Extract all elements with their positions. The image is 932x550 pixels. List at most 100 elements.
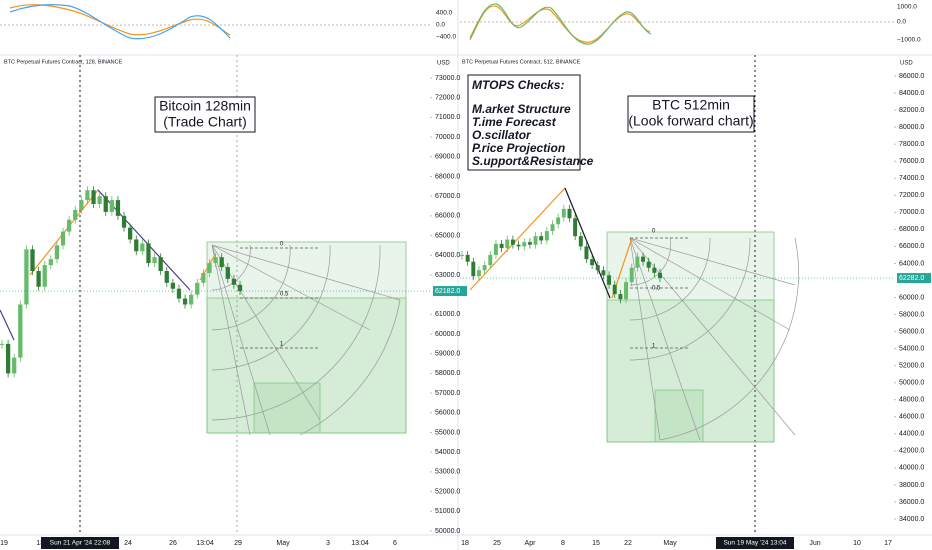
candle [24, 249, 29, 305]
x-tick-label: 3 [326, 540, 330, 547]
candle [460, 254, 464, 256]
candle [465, 254, 470, 262]
candle [140, 243, 145, 252]
y-tick-label: 40000.0 [899, 465, 924, 472]
y-tick-label: 72000.0 [435, 95, 460, 102]
y-tick-label: 60000.0 [899, 294, 924, 301]
candle [134, 239, 139, 252]
candle [103, 196, 108, 212]
candle [170, 282, 176, 289]
candle [550, 224, 555, 232]
candle [219, 257, 224, 268]
y-tick-label: 64000.0 [899, 260, 924, 267]
candle [182, 298, 188, 305]
candle [493, 243, 498, 255]
oscillator-line [9, 4, 231, 40]
y-tick-label: 65000.0 [435, 232, 460, 239]
crosshair-label: Sun 19 May '24 13:04 [723, 540, 786, 547]
checklist-item: O.scillator [472, 128, 532, 142]
fib-box [206, 297, 407, 434]
x-tick-label: 24 [124, 540, 132, 547]
candle [189, 294, 194, 305]
candle [225, 267, 230, 279]
checklist-title: MTOPS Checks: [472, 78, 564, 92]
y-tick-label: 50000.0 [899, 380, 924, 387]
fib-box [654, 389, 704, 443]
candle [544, 231, 549, 241]
annotation-box [154, 96, 256, 133]
candle [652, 267, 657, 273]
y-tick-label: 53000.0 [435, 469, 460, 476]
y-tick-label: 48000.0 [899, 397, 924, 404]
candle [73, 209, 78, 220]
candle [505, 239, 510, 249]
candle [499, 243, 504, 249]
candle [195, 282, 200, 295]
y-tick-label: 59000.0 [435, 351, 460, 358]
candle [578, 236, 583, 247]
candle [12, 357, 17, 374]
oscillator-line [469, 5, 651, 43]
y-tick-label: 56000.0 [435, 410, 460, 417]
candle [641, 256, 646, 262]
candle [629, 267, 634, 283]
candle [115, 200, 121, 216]
candle [152, 257, 157, 264]
candle [573, 218, 578, 237]
y-tick-label: 63000.0 [435, 272, 460, 279]
y-tick-label: 42000.0 [899, 448, 924, 455]
y-tick-label: 34000.0 [899, 516, 924, 523]
candle [36, 270, 41, 287]
x-tick-label: 8 [561, 540, 565, 547]
annotation-text: Bitcoin 128min [159, 98, 251, 114]
crosshair-badge [41, 537, 119, 549]
osc-tick-label: 0.0 [897, 19, 906, 26]
crosshair-badge [716, 537, 794, 549]
y-tick-label: 70000.0 [435, 134, 460, 141]
y-tick-label: 60000.0 [435, 331, 460, 338]
x-tick-label: Apr [525, 540, 537, 547]
y-tick-label: 38000.0 [899, 482, 924, 489]
y-tick-label: 54000.0 [899, 345, 924, 352]
annotation-box [627, 95, 755, 133]
last-price-badge [897, 273, 931, 284]
candle [60, 231, 66, 246]
y-tick-label: 68000.0 [899, 226, 924, 233]
candle [79, 200, 84, 210]
candle [97, 196, 102, 205]
fib-box [253, 382, 321, 434]
x-tick-label: 15 [592, 540, 600, 547]
currency-label: USD [900, 61, 913, 67]
candle [556, 217, 561, 225]
y-tick-label: 36000.0 [899, 499, 924, 506]
y-tick-label: 68000.0 [435, 173, 460, 180]
candle [612, 284, 617, 295]
candle [66, 219, 72, 232]
candle [476, 270, 481, 277]
candle [213, 257, 218, 264]
last-price-badge [433, 286, 467, 297]
candle [607, 275, 612, 285]
candle [516, 244, 521, 247]
candle [109, 200, 114, 212]
osc-tick-label: 400.0 [436, 10, 453, 17]
candle [624, 282, 629, 300]
candle [635, 256, 640, 268]
candle [658, 272, 662, 279]
candle [510, 239, 515, 245]
y-tick-label: 70000.0 [899, 209, 924, 216]
y-tick-label: 67000.0 [435, 193, 460, 200]
fib-level-label: 0 [280, 242, 284, 248]
annotation: Bitcoin 128min (Trade Chart) BTC 512min … [154, 74, 755, 171]
annotation-text: (Look forward chart) [628, 113, 753, 129]
x-tick-label: 29 [234, 540, 242, 547]
x-tick-label: 17 [884, 540, 892, 547]
checklist-item: S.upport&Resistance [472, 154, 594, 168]
y-tick-label: 82000.0 [899, 107, 924, 114]
fib-fan [211, 237, 799, 441]
candle [0, 343, 5, 345]
chart-title: BTC Perpetual Futures Contract, 512, BIN… [462, 59, 581, 65]
y-tick-label: 78000.0 [899, 141, 924, 148]
